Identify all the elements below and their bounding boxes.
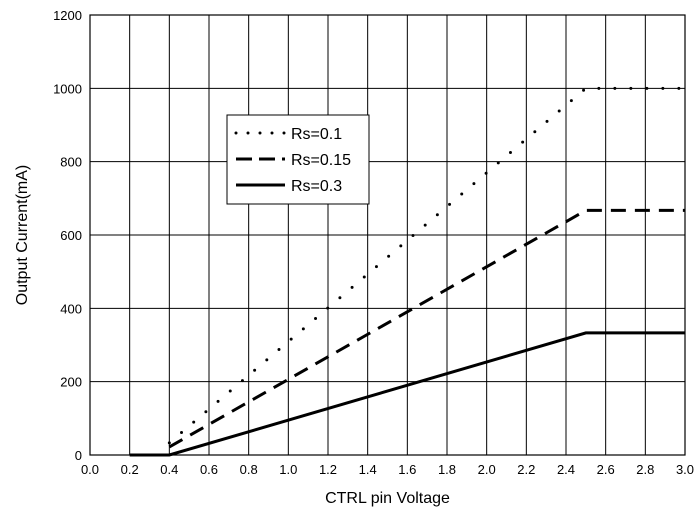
x-tick-label: 2.0 xyxy=(478,462,496,477)
x-tick-label: 1.6 xyxy=(398,462,416,477)
x-tick-label: 0.2 xyxy=(121,462,139,477)
y-tick-label: 800 xyxy=(60,155,82,170)
x-tick-labels: 0.0 0.2 0.4 0.6 0.8 1.0 1.2 1.4 1.6 1.8 2.0 2.2 2.4 2… xyxy=(81,462,694,477)
series-line-rs-0-15 xyxy=(168,208,685,449)
x-tick-label: 1.8 xyxy=(438,462,456,477)
x-tick-label: 2.8 xyxy=(636,462,654,477)
x-tick-label: 3.0 xyxy=(676,462,694,477)
x-tick-label: 0.8 xyxy=(240,462,258,477)
y-tick-label: 1200 xyxy=(53,8,82,23)
legend-label: Rs=0.3 xyxy=(291,178,342,195)
x-tick-label: 0.4 xyxy=(160,462,178,477)
y-tick-labels: 0 200 400 600 800 1000 1200 xyxy=(53,8,82,463)
x-axis-title: CTRL pin Voltage xyxy=(325,490,450,507)
grid xyxy=(89,14,686,456)
plot-frame xyxy=(89,14,686,456)
y-tick-label: 0 xyxy=(75,448,82,463)
x-tick-label: 1.4 xyxy=(359,462,377,477)
y-tick-label: 200 xyxy=(60,375,82,390)
x-tick-label: 2.4 xyxy=(557,462,575,477)
x-tick-label: 2.2 xyxy=(517,462,535,477)
legend-label: Rs=0.15 xyxy=(291,152,351,169)
legend-label: Rs=0.1 xyxy=(291,126,342,143)
x-tick-label: 1.2 xyxy=(319,462,337,477)
x-tick-label: 0.6 xyxy=(200,462,218,477)
y-tick-label: 400 xyxy=(60,301,82,316)
legend: Rs=0.1 Rs=0.15 Rs=0.3 xyxy=(226,114,370,205)
y-axis-title: Output Current(mA) xyxy=(14,165,31,305)
y-tick-label: 1000 xyxy=(53,81,82,96)
x-tick-label: 0.0 xyxy=(81,462,99,477)
y-tick-label: 600 xyxy=(60,228,82,243)
x-tick-label: 1.0 xyxy=(279,462,297,477)
x-tick-label: 2.6 xyxy=(597,462,615,477)
